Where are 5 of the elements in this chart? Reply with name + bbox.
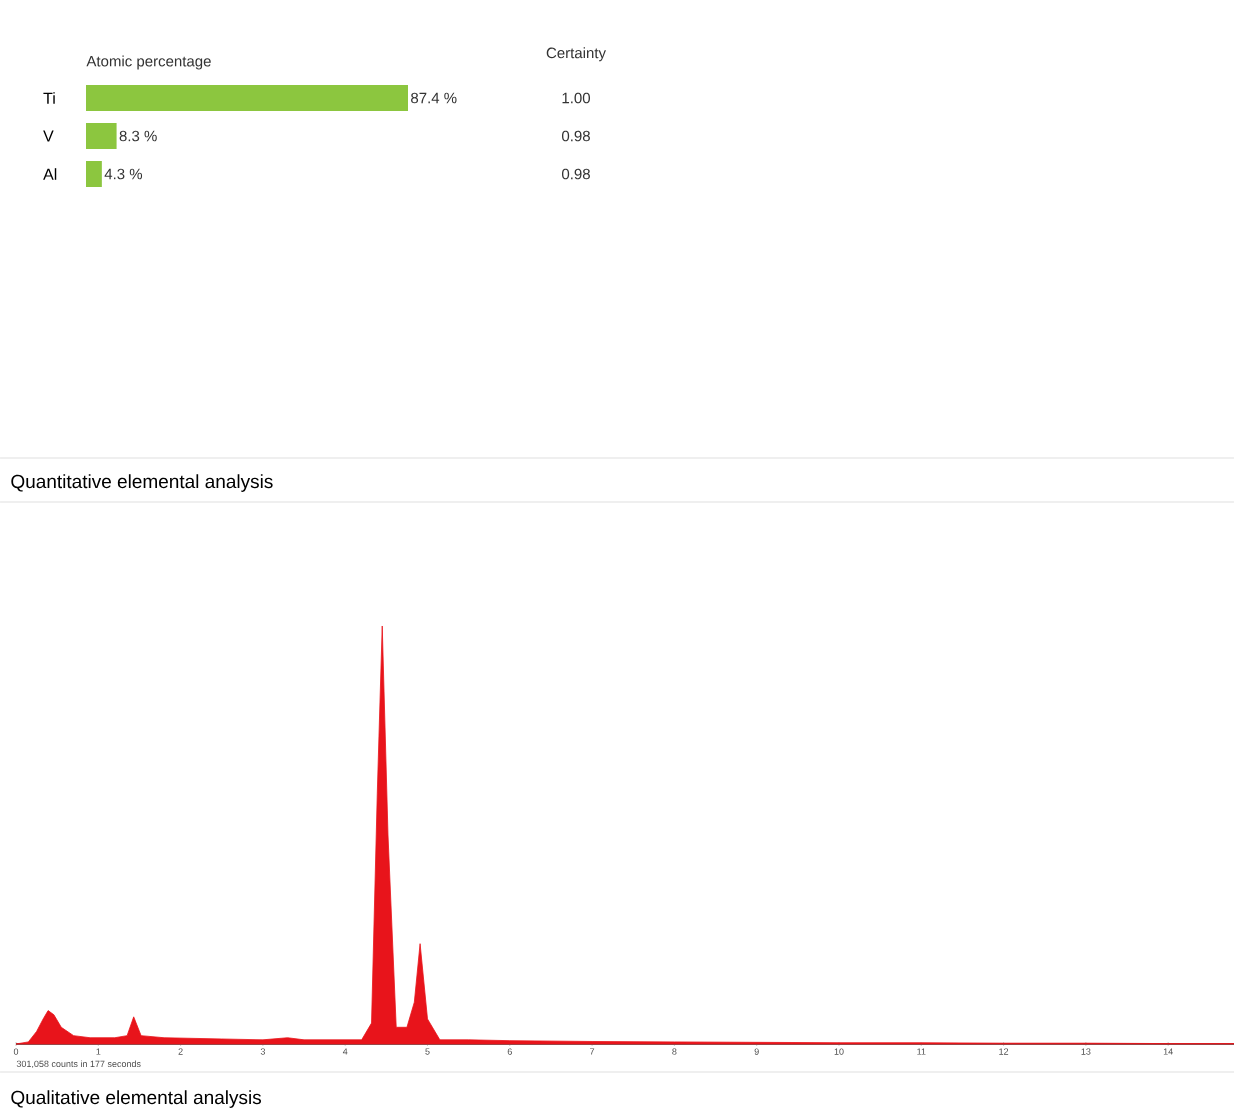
y-tick-label: Ti <box>43 92 55 104</box>
y-tick-label: Al <box>43 168 57 180</box>
text: Quantitative elemental analysis <box>11 474 273 492</box>
y-tick-label: V <box>43 130 54 142</box>
text: Qualitative elemental analysis <box>11 1090 262 1108</box>
